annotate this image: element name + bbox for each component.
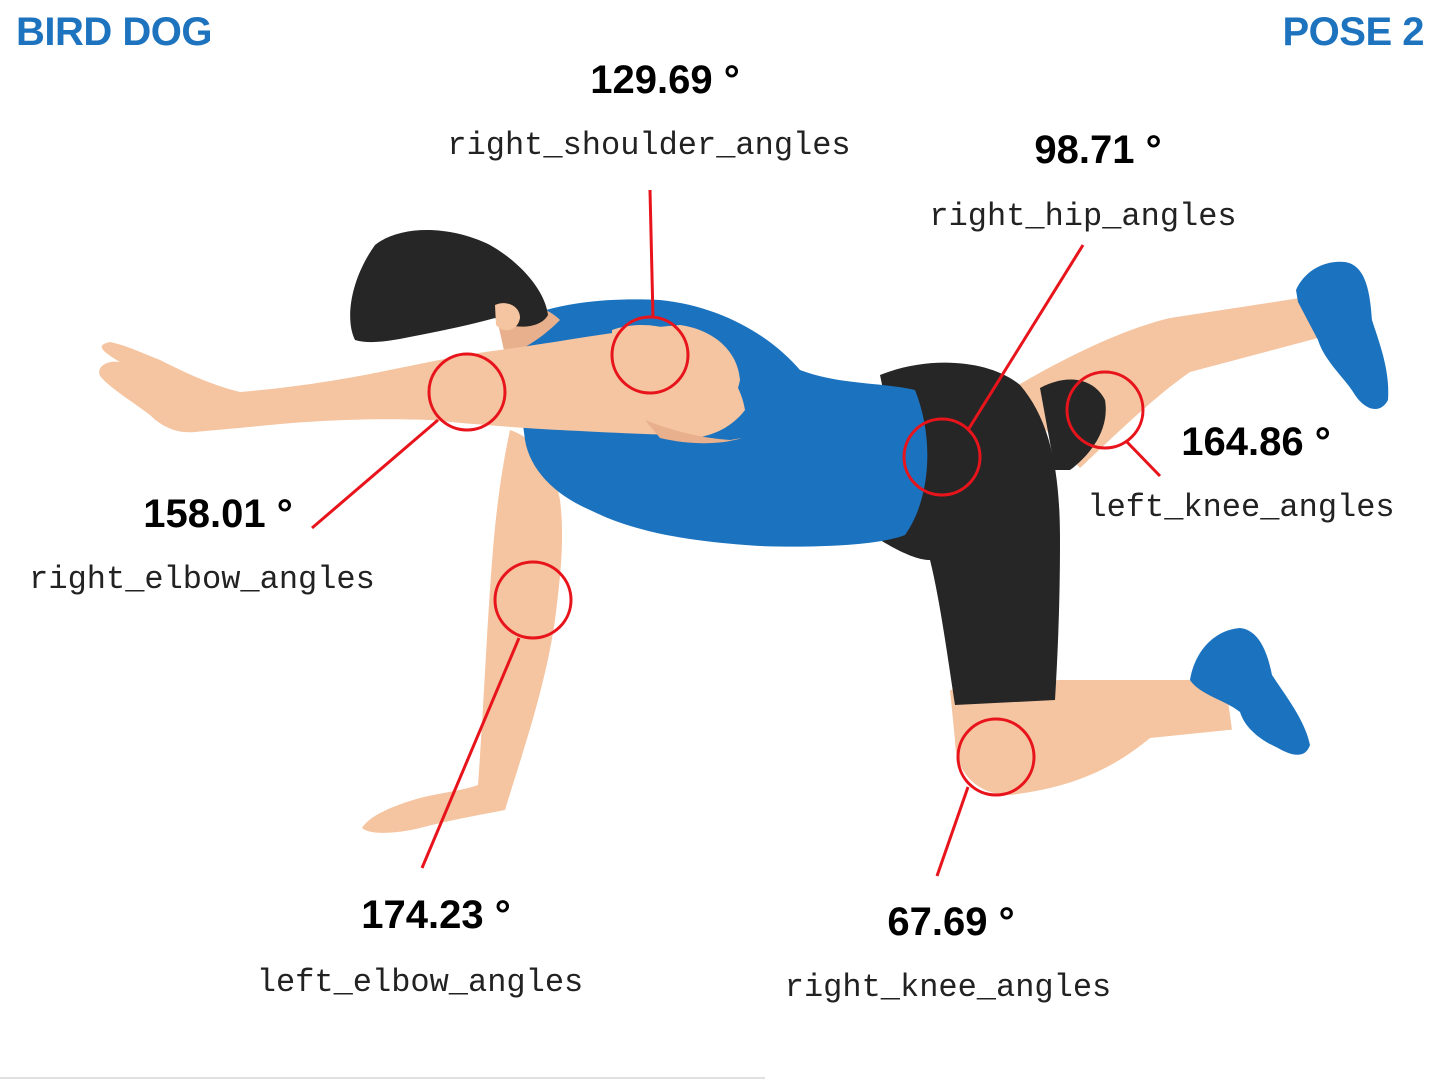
left-elbow-value: 174.23 °: [361, 893, 511, 937]
marker-right-hip: [902, 417, 982, 497]
right-shoulder-label: right_shoulder_angles: [447, 127, 851, 164]
shoe-icon: [1190, 628, 1310, 755]
leader-right-elbow: [311, 418, 439, 530]
leader-right-shoulder: [648, 189, 655, 319]
marker-left-elbow: [493, 560, 573, 640]
leader-left-elbow: [420, 637, 521, 869]
bottom-divider: [0, 1077, 765, 1079]
leader-right-hip: [966, 244, 1085, 431]
extended-leg: [1010, 261, 1389, 470]
marker-left-knee: [1065, 370, 1145, 450]
marker-right-knee: [956, 717, 1036, 797]
left-elbow-label: left_elbow_angles: [256, 964, 584, 1001]
marker-right-elbow: [427, 352, 507, 432]
leader-lines: [311, 189, 1162, 877]
right-shoulder-value: 129.69 °: [590, 58, 740, 102]
right-hip-label: right_hip_angles: [929, 198, 1237, 235]
head: [350, 230, 548, 343]
right-elbow-value: 158.01 °: [143, 492, 293, 536]
leader-right-knee: [935, 786, 970, 877]
right-elbow-label: right_elbow_angles: [29, 561, 375, 598]
kneeling-leg: [950, 628, 1310, 795]
extended-arm: [99, 325, 745, 444]
shoe-icon: [1296, 261, 1389, 410]
pose-label: POSE 2: [1282, 10, 1424, 54]
right-hip-value: 98.71 °: [1034, 128, 1162, 172]
exercise-title: BIRD DOG: [16, 10, 213, 54]
leader-left-knee: [1125, 440, 1162, 478]
right-knee-label: right_knee_angles: [784, 969, 1112, 1006]
left-knee-label: left_knee_angles: [1087, 489, 1395, 526]
marker-right-shoulder: [610, 315, 690, 395]
supporting-arm: [362, 430, 563, 833]
joint-markers: [427, 315, 1145, 797]
left-knee-value: 164.86 °: [1181, 420, 1331, 464]
right-knee-value: 67.69 °: [887, 900, 1015, 944]
